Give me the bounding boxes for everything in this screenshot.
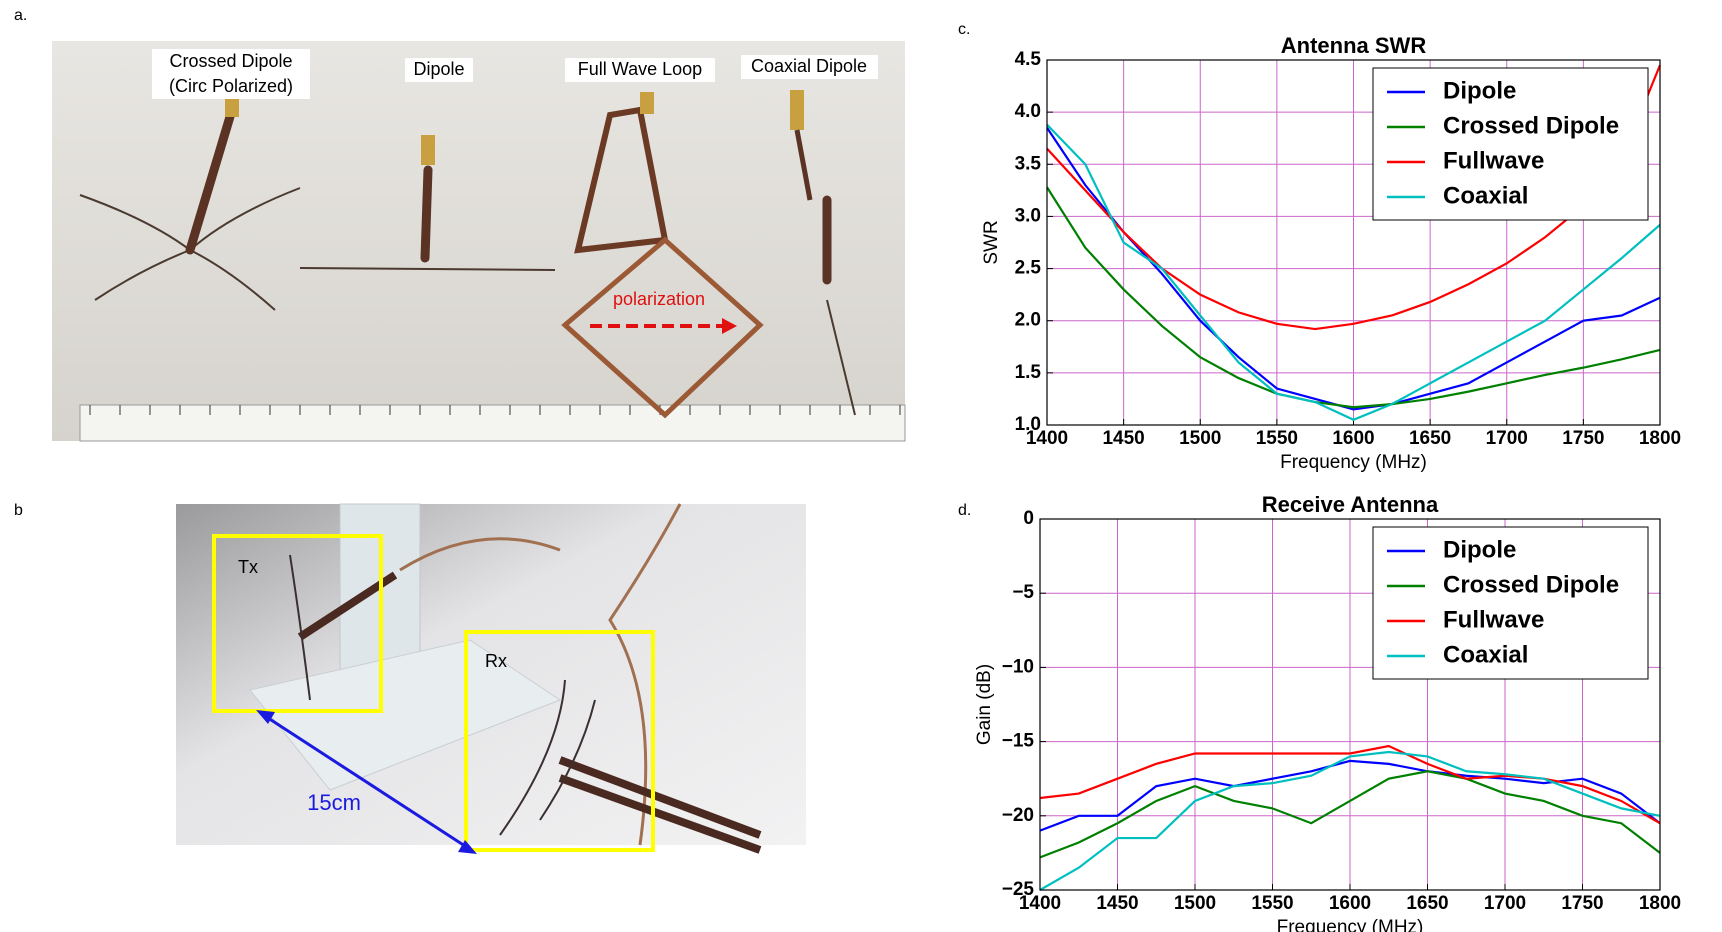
x-tick-label: 1450 [1096,893,1138,914]
panel-label: d. [958,502,971,519]
antenna-label: Full Wave Loop [578,59,702,79]
line-series [1046,123,1661,421]
y-tick-label: 3.0 [1015,205,1041,226]
y-tick-label: 3.5 [1015,153,1042,174]
x-tick-label: 1400 [1019,893,1061,914]
y-tick-label: −5 [1012,582,1034,603]
line-series [1039,744,1661,825]
y-tick-label: 4.5 [1015,49,1042,70]
x-tick-label: 1700 [1484,893,1526,914]
x-tick-label: 1450 [1102,428,1144,449]
line-series [1046,186,1661,409]
distance-label: 15cm [307,790,361,815]
y-tick-label: 0 [1023,508,1034,529]
y-tick-label: 2.0 [1015,310,1041,331]
line-series [1039,770,1661,859]
line-series [1039,750,1661,891]
polarization-label: polarization [613,289,705,309]
legend-label: Coaxial [1443,182,1528,209]
y-tick-label: 1.0 [1015,414,1041,435]
x-tick-label: 1800 [1639,893,1681,914]
legend-label: Crossed Dipole [1443,571,1619,598]
antenna-label: (Circ Polarized) [169,76,293,96]
x-tick-label: 1500 [1174,893,1216,914]
x-tick-label: 1800 [1639,428,1681,449]
y-axis-label: Gain (dB) [974,664,995,745]
x-tick-label: 1750 [1561,893,1603,914]
legend-label: Crossed Dipole [1443,112,1619,139]
tx-label: Tx [238,557,258,577]
x-tick-label: 1700 [1486,428,1528,449]
rx-label: Rx [485,651,507,671]
panel-label: b [14,502,23,519]
y-tick-label: −20 [1002,805,1034,826]
y-tick-label: −10 [1002,656,1034,677]
y-tick-label: 1.5 [1015,362,1042,383]
chart-title: Antenna SWR [1281,33,1427,58]
x-axis-label: Frequency (MHz) [1277,917,1424,932]
plot-frame [1039,518,1661,891]
legend-box [1372,526,1649,680]
chart-title: Receive Antenna [1262,492,1439,517]
photo-b: Tx Rx 15cm [176,503,806,854]
y-tick-label: −25 [1002,879,1035,900]
x-tick-label: 1550 [1251,893,1293,914]
legend-box [1372,67,1649,221]
panel-label: a. [14,7,27,24]
antenna-label: Coaxial Dipole [751,56,867,76]
photo-a: Crossed Dipole (Circ Polarized) Dipole F… [52,41,906,442]
x-tick-label: 1400 [1026,428,1068,449]
x-tick-label: 1600 [1332,428,1374,449]
x-tick-label: 1650 [1409,428,1451,449]
x-tick-label: 1750 [1562,428,1604,449]
plot-frame [1046,59,1661,426]
legend-label: Fullwave [1443,147,1544,174]
x-tick-label: 1600 [1329,893,1371,914]
line-series [1046,64,1662,331]
y-tick-label: 2.5 [1015,258,1042,279]
panel-label: c. [958,21,970,38]
legend-label: Dipole [1443,77,1516,104]
y-axis-label: SWR [981,220,1002,264]
x-tick-label: 1550 [1256,428,1298,449]
legend-label: Coaxial [1443,641,1528,668]
antenna-label: Crossed Dipole [169,51,292,71]
x-tick-label: 1500 [1179,428,1221,449]
y-tick-label: 4.0 [1015,101,1041,122]
legend-label: Dipole [1443,536,1516,563]
antenna-label: Dipole [413,59,464,79]
y-tick-label: −15 [1002,731,1035,752]
x-tick-label: 1650 [1406,893,1448,914]
legend-label: Fullwave [1443,606,1544,633]
x-axis-label: Frequency (MHz) [1280,452,1427,473]
